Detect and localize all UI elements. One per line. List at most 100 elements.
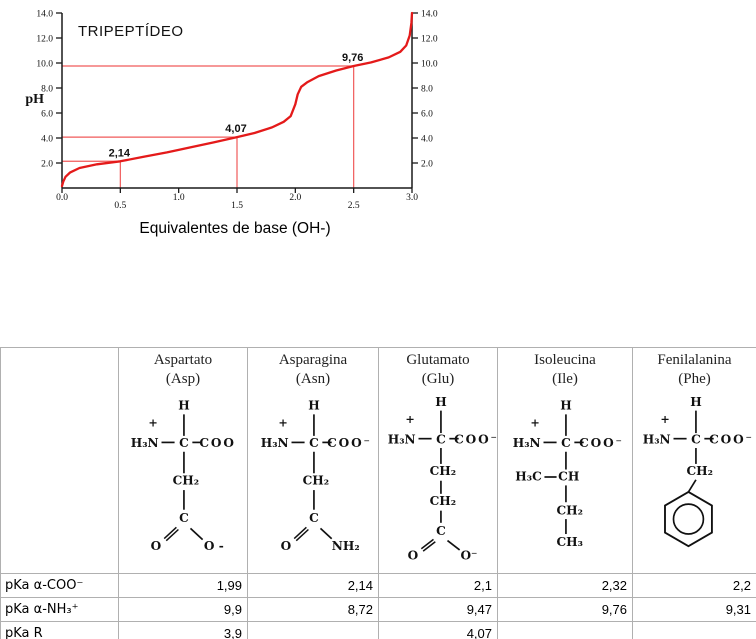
pka-value-cell xyxy=(632,621,756,639)
pka-value-cell: 9,9 xyxy=(118,597,248,622)
atom-label: + xyxy=(405,412,414,426)
atom-label: H₃C xyxy=(515,470,542,484)
pka-value-cell: 3,9 xyxy=(118,621,248,639)
pka-value-cell: 2,2 xyxy=(632,573,756,598)
atom-label: COO⁻ xyxy=(579,436,624,450)
y-tick-label: 6.0 xyxy=(421,110,433,120)
atom-label: H₃N xyxy=(388,432,416,446)
titration-curve-plot: 2.0 2.0 4.0 4.0 6.0 6.0 8.0 8.0 10.0 10.0 12.0 12.0… xyxy=(25,10,438,212)
atom-label: CH₂ xyxy=(556,503,582,517)
y-tick-label: 10.0 xyxy=(36,60,53,70)
asparagina-structure: H + H₃N C COO⁻ CH₂ C O NH₂ xyxy=(249,391,378,568)
atom-label: + xyxy=(530,416,539,430)
amino-acid-abbr: (Asn) xyxy=(295,371,331,387)
pka-nh3-row-label: pKa α-NH₃⁺ xyxy=(0,597,119,622)
pka-value-cell xyxy=(497,621,633,639)
atom-label: O⁻ xyxy=(460,548,477,562)
amino-acid-cell-asparagina: Asparagina (Asn) H + H₃N C COO⁻ CH₂ C O NH₂ xyxy=(247,347,379,574)
atom-label: C xyxy=(309,436,319,450)
atom-label: CH₂ xyxy=(430,494,456,508)
pka-point-label: 2,14 xyxy=(109,147,131,159)
pka-value-cell: 4,07 xyxy=(378,621,498,639)
amino-acid-table: Aspartato (Asp) H + H₃N C COO CH₂ C O O - Aspara… xyxy=(0,347,756,639)
amino-acid-cell-fenilalanina: Fenilalanina (Phe) H + H₃N C COO⁻ CH₂ xyxy=(632,347,756,574)
pka-value-cell: 2,14 xyxy=(247,573,379,598)
atom-label: H₃N xyxy=(513,436,541,450)
pka-value-cell: 9,47 xyxy=(378,597,498,622)
isoleucina-structure-drawing: H + H₃N C COO⁻ H₃C CH CH₂ CH₃ xyxy=(513,399,624,549)
pka-point-label: 4,07 xyxy=(225,123,246,135)
double-bond xyxy=(422,541,436,552)
benzene-ring xyxy=(663,490,713,548)
pka-point-label: 9,76 xyxy=(342,52,363,64)
y-tick-label: 4.0 xyxy=(421,135,433,145)
bond xyxy=(189,527,204,541)
pka-value-cell: 1,99 xyxy=(118,573,248,598)
y-tick-label: 14.0 xyxy=(36,10,53,20)
amino-acid-abbr: (Phe) xyxy=(678,371,711,387)
pka-coo-row-label: pKa α-COO⁻ xyxy=(0,573,119,598)
atom-label: CH xyxy=(558,470,579,484)
y-tick-label: 2.0 xyxy=(41,160,53,170)
atom-label: CH₂ xyxy=(686,464,712,478)
x-tick-label: 0.0 xyxy=(56,193,68,203)
y-tick-label: 10.0 xyxy=(421,60,438,70)
atom-label: C xyxy=(309,511,319,525)
double-bond xyxy=(420,538,434,550)
amino-acid-abbr: (Asp) xyxy=(165,371,201,387)
atom-label: H₃N xyxy=(261,436,289,450)
atom-label: COO⁻ xyxy=(709,432,754,446)
y-axis-label: pH xyxy=(25,92,44,107)
amino-acid-cell-aspartato: Aspartato (Asp) H + H₃N C COO CH₂ C O O - xyxy=(118,347,248,574)
amino-acid-name: Aspartato xyxy=(153,352,213,368)
pka-value-cell: 8,72 xyxy=(247,597,379,622)
double-bond xyxy=(163,526,177,540)
atom-label: + xyxy=(278,416,287,430)
atom-label: COO⁻ xyxy=(454,432,497,446)
atom-label: C xyxy=(691,432,701,446)
pka-value-cell: 9,31 xyxy=(632,597,756,622)
atom-label: H xyxy=(435,395,446,409)
pka-r-row: pKa R 3,9 4,07 xyxy=(0,621,756,639)
atom-label: C xyxy=(179,511,189,525)
bond xyxy=(319,527,333,540)
atom-label: + xyxy=(660,412,669,426)
y-tick-label: 4.0 xyxy=(41,135,53,145)
atom-label: H xyxy=(690,395,701,409)
atom-label: C xyxy=(436,432,446,446)
bond xyxy=(446,539,461,551)
pka-value-cell: 2,1 xyxy=(378,573,498,598)
pka-value-cell xyxy=(247,621,379,639)
atom-label: H xyxy=(308,399,319,413)
aspartato-structure: H + H₃N C COO CH₂ C O O - xyxy=(120,391,247,568)
y-tick-label: 8.0 xyxy=(41,85,53,95)
y-tick-label: 8.0 xyxy=(421,85,433,95)
pka-value-cell: 9,76 xyxy=(497,597,633,622)
double-bond xyxy=(165,528,179,542)
atom-label: COO xyxy=(199,436,235,450)
y-tick-label: 12.0 xyxy=(421,35,438,45)
atom-label: CH₂ xyxy=(303,473,329,487)
atom-label: H xyxy=(178,399,189,413)
amino-acid-abbr: (Ile) xyxy=(552,371,578,387)
atom-label: NH₂ xyxy=(332,539,360,553)
fenilalanina-structure-drawing: H + H₃N C COO⁻ CH₂ xyxy=(642,395,754,548)
titration-curve xyxy=(60,11,414,188)
atom-label: C xyxy=(179,436,189,450)
x-tick-label: 1.0 xyxy=(173,193,185,203)
y-tick-label: 2.0 xyxy=(421,160,433,170)
atom-label: CH₃ xyxy=(556,535,582,549)
atom-label: C xyxy=(561,436,571,450)
chart-title: TRIPEPTÍDEO xyxy=(78,23,184,40)
y-tick-label: 14.0 xyxy=(421,10,438,20)
amino-acid-name: Asparagina xyxy=(278,352,348,368)
bond xyxy=(687,479,697,493)
amino-acid-cell-glutamato: Glutamato (Glu) H + H₃N C COO⁻ CH₂ CH₂ C O O⁻ xyxy=(378,347,498,574)
y-tick-label: 6.0 xyxy=(41,110,53,120)
asparagina-structure-drawing: H + H₃N C COO⁻ CH₂ C O NH₂ xyxy=(261,399,370,553)
x-tick-label: 2.0 xyxy=(289,193,301,203)
pka-alpha-nh3-row: pKa α-NH₃⁺ 9,9 8,72 9,47 9,76 9,31 xyxy=(0,597,756,622)
benzene-ring-circle xyxy=(672,503,704,535)
atom-label: CH₂ xyxy=(173,473,199,487)
